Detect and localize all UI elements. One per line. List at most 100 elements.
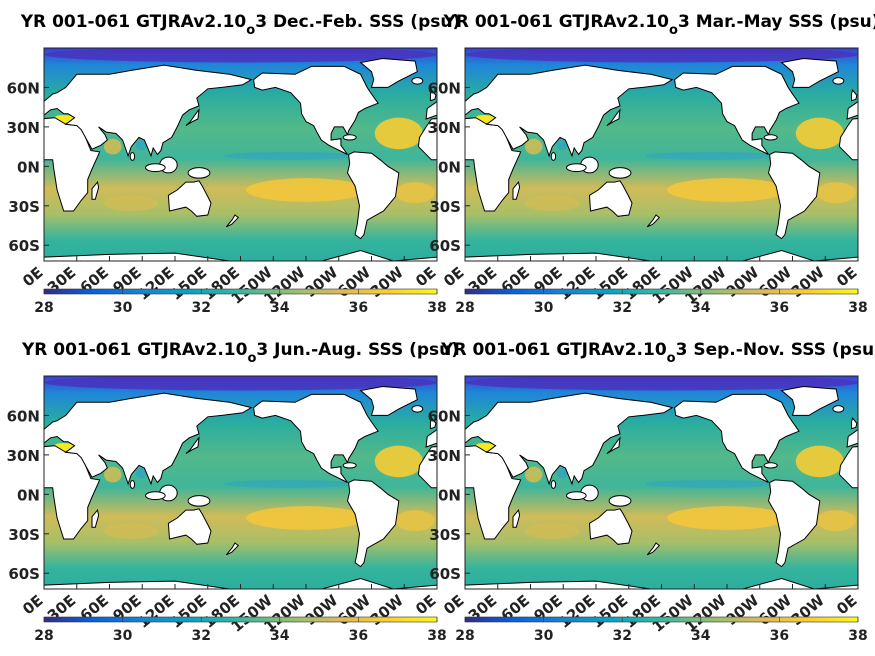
x-tick-label: 150E	[588, 591, 631, 632]
y-tick-label: 30S	[8, 526, 40, 544]
map-area	[465, 48, 858, 261]
colorbar: 28 30 32 34 36 38	[455, 288, 868, 316]
x-tick-label: 0E	[412, 263, 439, 290]
landmasses	[44, 57, 437, 261]
y-tick-label: 60S	[8, 237, 40, 255]
x-tick-label: 120E	[555, 591, 598, 632]
y-tick-label: 60S	[429, 565, 461, 583]
x-tick-label: 150E	[167, 263, 210, 304]
land-sumatra	[566, 491, 587, 501]
fresh-bay-of-bengal	[556, 140, 568, 151]
land-new-zealand	[646, 542, 661, 556]
panel-mam: YR 001-061 GTJRAv2.10o3 Mar.-May SSS (ps…	[428, 12, 875, 316]
land-eurasia	[465, 64, 674, 158]
colorbar-tick-label: 32	[612, 300, 631, 316]
y-tick-label: 30S	[429, 526, 461, 544]
salty-subtropical-north-atlantic	[374, 445, 423, 478]
land-new-zealand	[225, 214, 240, 228]
land-iceland	[411, 77, 424, 85]
land-south-america	[767, 479, 821, 568]
land-iceland	[832, 77, 845, 85]
salty-subtropical-south-atlantic	[395, 510, 435, 532]
colorbar-tick-label: 30	[113, 300, 133, 316]
x-tick-label: 30W	[367, 263, 408, 301]
x-tick-label: 0E	[412, 591, 439, 618]
land-sumatra	[145, 491, 166, 501]
colorbar-tick-label: 32	[191, 300, 210, 316]
colorbar: 28 30 32 34 36 38	[455, 616, 868, 644]
land-sri-lanka	[129, 152, 136, 161]
land-new-zealand	[225, 542, 240, 556]
salty-subtropical-south-pacific	[666, 506, 788, 530]
land-new-guinea	[608, 167, 632, 179]
salty-subtropical-north-atlantic	[795, 117, 844, 150]
colorbar-tick-label: 28	[455, 628, 474, 644]
land-new-guinea	[608, 495, 632, 507]
colorbar-tick-label: 32	[191, 628, 210, 644]
colorbar-tick-label: 36	[770, 628, 789, 644]
x-tick-label: 60W	[334, 591, 375, 629]
land-greenland	[780, 57, 839, 88]
salty-arabian-sea	[104, 466, 122, 483]
land-south-america	[0, 480, 6, 567]
map-area	[465, 376, 858, 589]
land-madagascar	[91, 180, 100, 200]
land-cuba	[763, 134, 778, 141]
fresh-arctic	[465, 48, 858, 63]
colorbar-tick-label: 38	[427, 300, 446, 316]
salty-subtropical-south-pacific	[666, 178, 788, 202]
colorbar-gradient	[43, 616, 438, 623]
salty-arabian-sea	[525, 138, 543, 155]
fresh-bay-of-bengal	[135, 468, 147, 479]
fresh-arctic	[44, 376, 437, 391]
x-tick-label: 0E	[440, 591, 467, 618]
fresh-itcz-pacific	[224, 151, 356, 160]
colorbar-tick-label: 34	[691, 628, 711, 644]
salty-subtropical-south-pacific	[245, 506, 367, 530]
colorbar-tick-label: 34	[270, 628, 290, 644]
colorbar-gradient	[464, 288, 859, 295]
salty-arabian-sea	[104, 138, 122, 155]
colorbar-tick-label: 30	[534, 628, 554, 644]
fresh-itcz-pacific	[645, 151, 777, 160]
land-sumatra	[145, 163, 166, 173]
salty-indian-south	[104, 523, 159, 540]
x-tick-label: 0E	[440, 263, 467, 290]
land-uk	[429, 89, 437, 102]
land-sri-lanka	[550, 152, 557, 161]
colorbar-tick-label: 36	[770, 300, 789, 316]
salty-arabian-sea	[525, 466, 543, 483]
y-tick-label: 60N	[428, 79, 461, 97]
colorbar: 28 30 32 34 36 38	[34, 616, 447, 644]
panel-djf: YR 001-061 GTJRAv2.10o3 Dec.-Feb. SSS (p…	[7, 12, 461, 316]
salty-indian-south	[525, 523, 580, 540]
colorbar: 28 30 32 34 36 38	[34, 288, 447, 316]
salty-indian-south	[104, 195, 159, 212]
colorbar-tick-label: 28	[34, 300, 53, 316]
colorbar-tick-label: 28	[34, 628, 53, 644]
y-tick-label: 0N	[17, 486, 40, 504]
map-area	[0, 376, 437, 589]
colorbar-tick-label: 36	[349, 300, 368, 316]
land-greenland	[780, 385, 839, 416]
x-tick-label: 0E	[833, 263, 860, 290]
land-sumatra	[566, 163, 587, 173]
colorbar-tick-label: 38	[427, 628, 446, 644]
land-antarctica	[857, 584, 858, 589]
land-uk	[851, 89, 858, 102]
land-uk	[851, 417, 858, 430]
y-tick-label: 0N	[438, 486, 461, 504]
land-madagascar	[512, 508, 521, 528]
land-south-america	[346, 151, 400, 240]
x-tick-label: 150E	[167, 591, 210, 632]
x-tick-label: 30W	[788, 591, 829, 629]
salty-subtropical-south-atlantic	[816, 182, 856, 204]
salty-subtropical-south-atlantic	[816, 510, 856, 532]
y-tick-label: 60N	[428, 407, 461, 425]
colorbar-tick-label: 34	[270, 300, 290, 316]
land-australia	[588, 180, 633, 217]
land-africa	[465, 117, 522, 212]
fresh-bay-of-bengal	[556, 468, 568, 479]
land-eurasia	[425, 100, 437, 120]
land-north-america	[253, 393, 379, 483]
